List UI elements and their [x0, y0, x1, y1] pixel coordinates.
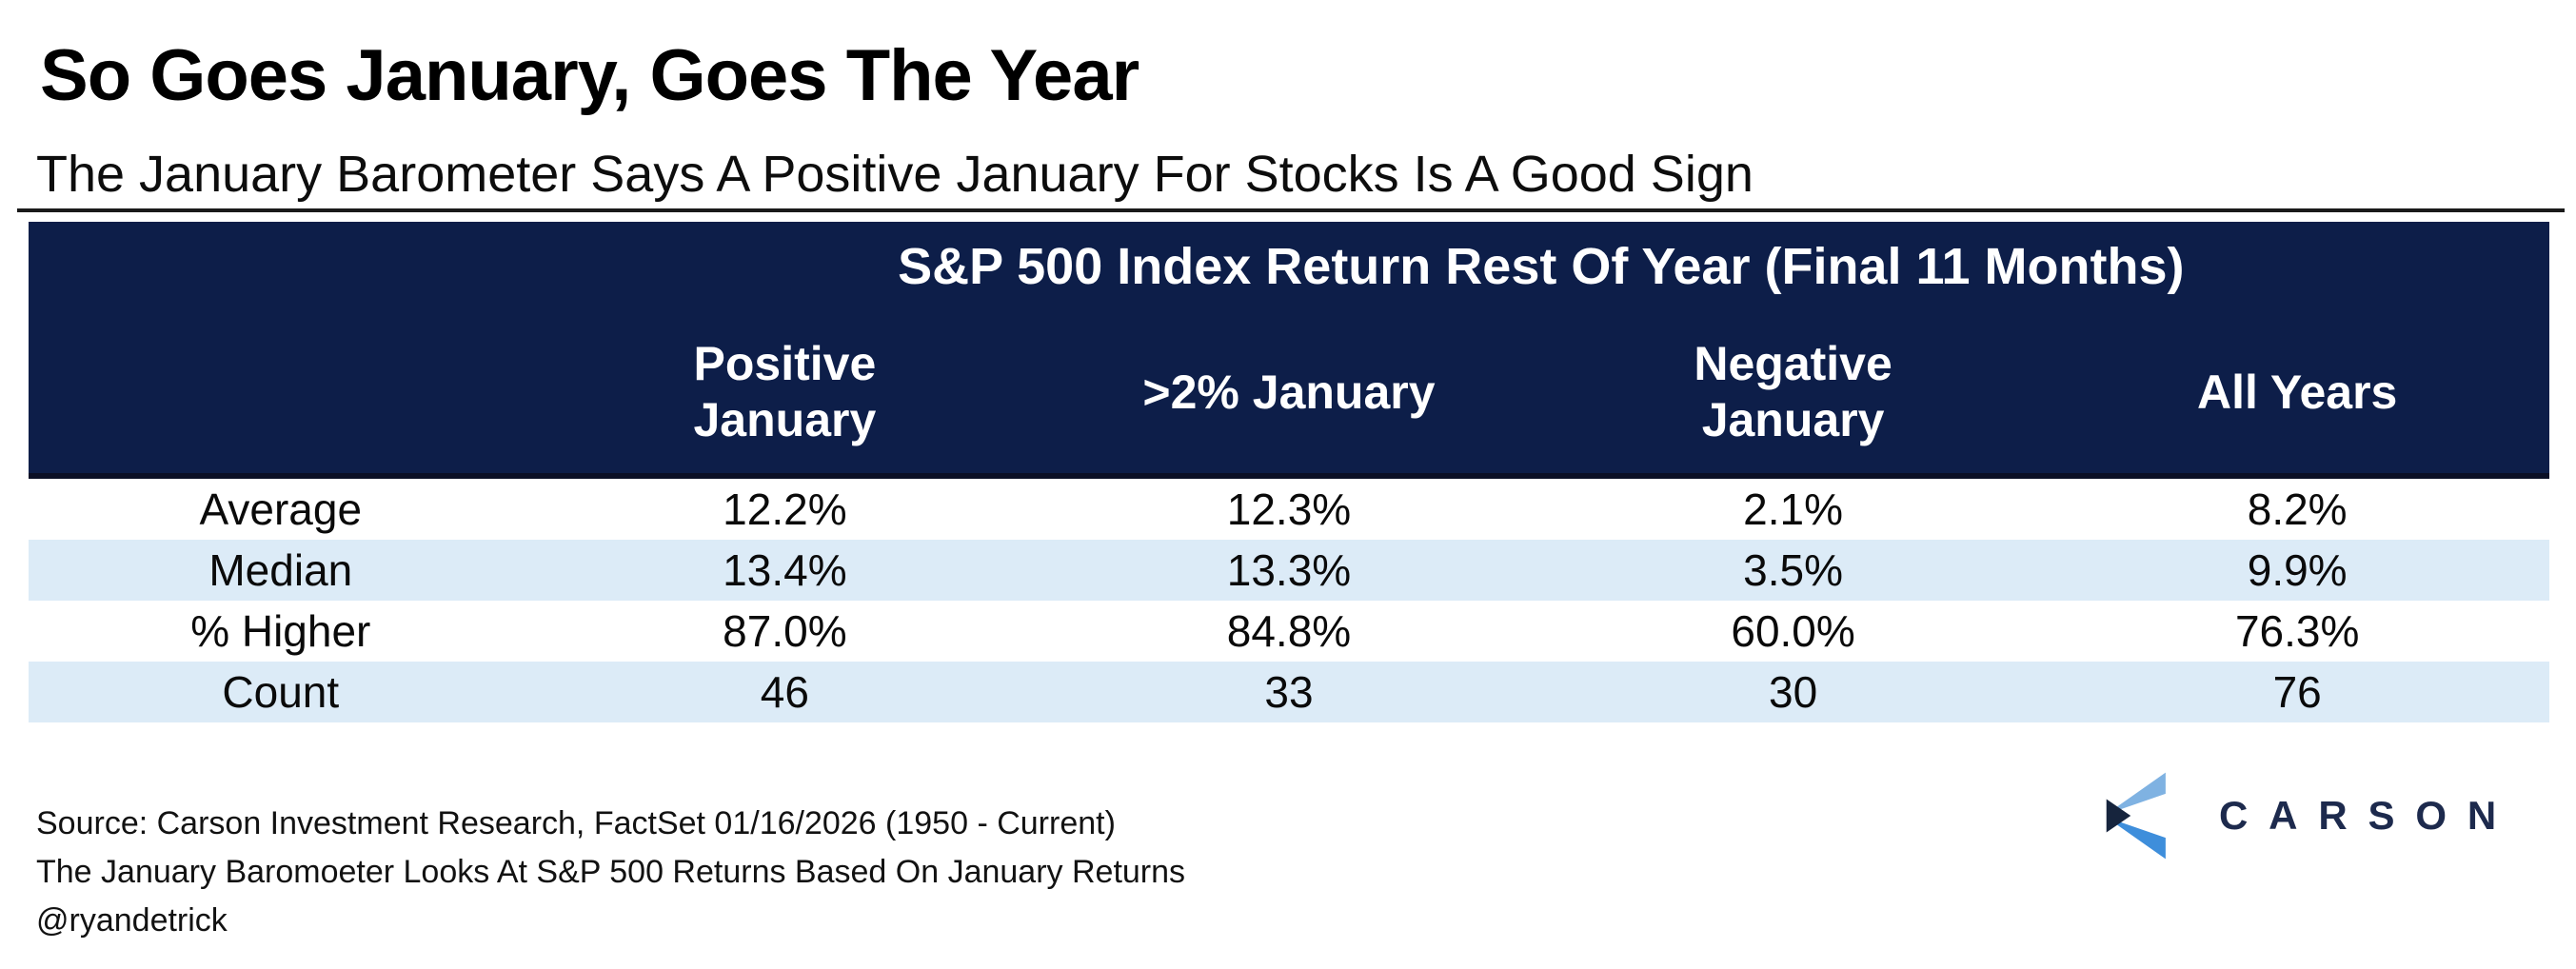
cell-value: 33	[1264, 667, 1314, 717]
page-title: So Goes January, Goes The Year	[40, 35, 1139, 116]
carson-wordmark: CARSON	[2219, 793, 2518, 838]
row-label: Median	[208, 545, 353, 595]
column-header-positive-january: Positive January	[693, 337, 877, 446]
carson-logo-icon	[2097, 771, 2173, 860]
cell-value: 60.0%	[1731, 606, 1855, 656]
cell-value: 30	[1768, 667, 1818, 717]
source-line: Source: Carson Investment Research, Fact…	[36, 805, 1116, 841]
divider-rule	[17, 208, 2565, 212]
table-row-count: Count 46 33 30 76	[29, 662, 2549, 722]
data-table: S&P 500 Index Return Rest Of Year (Final…	[29, 222, 2549, 722]
row-label: Count	[222, 667, 340, 717]
table-span-header: S&P 500 Index Return Rest Of Year (Final…	[898, 238, 2185, 295]
table-row-median: Median 13.4% 13.3% 3.5% 9.9%	[29, 540, 2549, 601]
cell-value: 9.9%	[2247, 545, 2348, 595]
column-header-row: Positive January >2% January Negative Ja…	[29, 311, 2549, 473]
cell-value: 76.3%	[2234, 606, 2360, 656]
cell-value: 87.0%	[723, 606, 847, 656]
table-row-pct-higher: % Higher 87.0% 84.8% 60.0% 76.3%	[29, 601, 2549, 662]
column-header-negative-january: Negative January	[1694, 337, 1892, 446]
header-spacer-cell	[29, 222, 533, 311]
cell-value: 2.1%	[1743, 484, 1843, 534]
cell-value: 12.2%	[723, 484, 847, 534]
row-label: % Higher	[190, 606, 371, 656]
cell-value: 3.5%	[1743, 545, 1843, 595]
column-header-gt2pct-january: >2% January	[1142, 365, 1436, 419]
note-line: The January Baromoeter Looks At S&P 500 …	[36, 854, 1186, 890]
cell-value: 13.3%	[1226, 545, 1352, 595]
cell-value: 76	[2272, 667, 2322, 717]
column-header-empty	[29, 311, 533, 473]
table-header: S&P 500 Index Return Rest Of Year (Final…	[29, 222, 2549, 479]
cell-value: 13.4%	[723, 545, 847, 595]
row-label: Average	[199, 484, 363, 534]
column-header-all-years: All Years	[2196, 365, 2398, 419]
twitter-handle: @ryandetrick	[36, 902, 228, 939]
cell-value: 12.3%	[1226, 484, 1352, 534]
cell-value: 8.2%	[2247, 484, 2348, 534]
page-subtitle: The January Barometer Says A Positive Ja…	[36, 146, 1754, 203]
footer-notes: Source: Carson Investment Research, Fact…	[36, 800, 1185, 945]
table-row-average: Average 12.2% 12.3% 2.1% 8.2%	[29, 479, 2549, 540]
cell-value: 46	[760, 667, 809, 717]
table-span-header-row: S&P 500 Index Return Rest Of Year (Final…	[29, 222, 2549, 311]
carson-logo: CARSON	[2097, 771, 2517, 860]
cell-value: 84.8%	[1226, 606, 1352, 656]
